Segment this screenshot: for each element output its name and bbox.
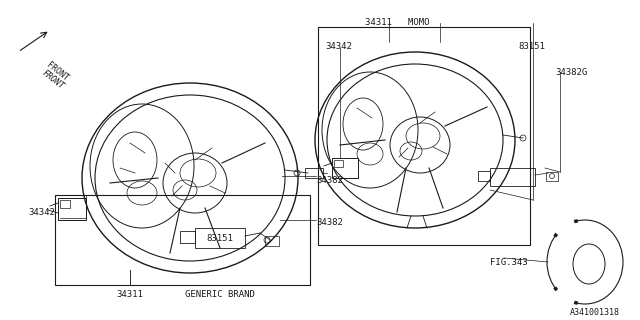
Bar: [490, 168, 535, 186]
Bar: [265, 236, 279, 246]
Bar: [195, 228, 245, 248]
Bar: [478, 171, 490, 181]
Text: 83151: 83151: [518, 42, 545, 51]
Bar: [318, 27, 530, 245]
Text: 34382: 34382: [316, 218, 343, 227]
Text: 34342: 34342: [325, 42, 352, 51]
Bar: [305, 168, 323, 178]
Text: FRONT: FRONT: [45, 60, 70, 83]
Text: FRONT: FRONT: [40, 68, 65, 91]
Bar: [180, 231, 195, 243]
Text: 34382: 34382: [316, 176, 343, 185]
Text: 34311   MOMO: 34311 MOMO: [365, 18, 429, 27]
Bar: [60, 200, 70, 208]
Bar: [332, 158, 358, 178]
Bar: [334, 160, 343, 167]
Text: 34382G: 34382G: [555, 68, 588, 77]
Text: 34342: 34342: [28, 208, 55, 217]
Text: FIG.343: FIG.343: [490, 258, 527, 267]
Text: 34311: 34311: [116, 290, 143, 299]
Bar: [546, 172, 558, 181]
Bar: [58, 198, 86, 220]
Text: GENERIC BRAND: GENERIC BRAND: [185, 290, 255, 299]
Text: 83151: 83151: [207, 234, 234, 243]
Text: A341001318: A341001318: [570, 308, 620, 317]
Bar: [55, 195, 310, 285]
